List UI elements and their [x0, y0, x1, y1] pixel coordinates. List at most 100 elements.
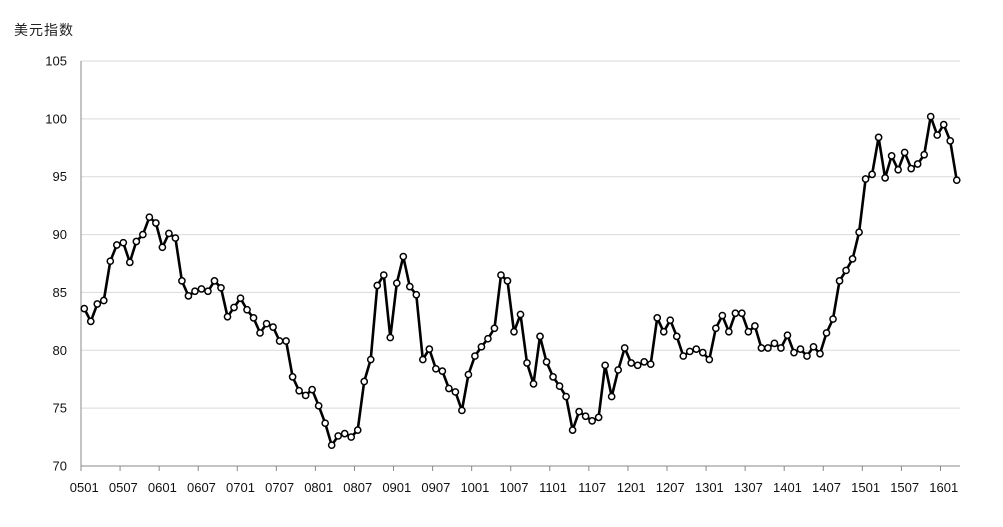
data-point	[373, 281, 382, 290]
data-point	[575, 407, 583, 416]
data-point	[412, 290, 421, 299]
x-tick-label: 1101	[539, 480, 567, 495]
data-point	[725, 327, 733, 336]
data-point	[152, 219, 160, 227]
data-point	[445, 384, 453, 393]
y-axis-title: 美元指数	[14, 23, 74, 39]
data-point	[451, 388, 460, 396]
data-point	[484, 334, 492, 343]
data-point	[125, 258, 134, 267]
data-point	[308, 385, 316, 394]
data-point	[633, 361, 642, 370]
data-point	[679, 352, 688, 360]
data-point	[607, 392, 616, 401]
data-point	[353, 426, 362, 434]
x-tick-label: 1007	[500, 480, 529, 495]
x-tick-label: 0507	[109, 480, 138, 495]
y-tick-label: 85	[53, 285, 67, 300]
data-point	[510, 327, 518, 336]
data-point	[790, 348, 798, 357]
x-tick-label: 0901	[382, 480, 411, 495]
data-point	[471, 352, 479, 360]
data-point	[738, 309, 746, 318]
x-tick-label: 1107	[578, 480, 606, 495]
data-point	[327, 441, 336, 450]
y-tick-label: 105	[45, 54, 67, 69]
data-point	[490, 324, 499, 333]
data-point	[112, 241, 121, 249]
data-point	[816, 349, 824, 358]
x-tick-label: 1501	[851, 480, 880, 495]
data-point	[223, 312, 232, 321]
data-point	[666, 316, 675, 325]
data-point	[783, 331, 792, 340]
data-point	[620, 344, 629, 352]
data-point	[685, 347, 694, 356]
data-point	[399, 252, 408, 261]
data-point	[405, 282, 414, 291]
data-point	[887, 152, 896, 160]
data-point	[418, 355, 427, 364]
x-tick-label: 0501	[70, 480, 99, 495]
y-tick-label: 90	[53, 227, 67, 242]
data-point	[99, 296, 108, 305]
data-point	[803, 352, 811, 360]
data-point	[900, 148, 909, 157]
data-point	[288, 373, 297, 381]
y-tick-label: 100	[45, 111, 67, 126]
data-point	[93, 300, 102, 308]
data-point	[672, 332, 681, 341]
x-tick-label: 0801	[304, 480, 333, 495]
data-point	[711, 324, 720, 333]
x-tick-label: 1401	[773, 480, 802, 495]
data-point	[477, 342, 486, 351]
data-point	[269, 323, 277, 331]
data-point	[829, 315, 837, 323]
data-point	[692, 345, 701, 353]
data-point	[165, 229, 173, 238]
data-point	[601, 361, 609, 370]
data-point	[386, 333, 395, 342]
data-point	[314, 401, 323, 410]
data-point	[874, 133, 883, 142]
data-point	[523, 359, 531, 367]
y-tick-label: 95	[53, 169, 67, 184]
data-point	[920, 150, 929, 159]
data-point	[822, 329, 831, 337]
data-point	[516, 310, 525, 319]
x-tick-label: 1407	[812, 480, 841, 495]
data-point	[698, 348, 707, 357]
data-point	[594, 413, 603, 422]
data-point	[646, 360, 655, 369]
data-point	[230, 303, 238, 312]
data-point	[933, 131, 942, 139]
x-tick-label: 1301	[695, 480, 724, 495]
x-tick-label: 1307	[734, 480, 763, 495]
data-point	[243, 305, 251, 314]
data-point	[197, 285, 206, 293]
data-point	[562, 392, 570, 401]
x-tick-label: 1601	[929, 480, 958, 495]
data-point	[282, 337, 290, 345]
data-point	[809, 342, 818, 351]
data-point	[653, 314, 662, 322]
data-point	[256, 329, 264, 337]
data-point	[191, 287, 199, 296]
data-point	[744, 327, 753, 336]
y-tick-label: 80	[53, 343, 67, 358]
data-point	[588, 417, 596, 425]
data-point	[770, 339, 779, 348]
data-point	[178, 277, 186, 285]
x-tick-label: 1207	[656, 480, 685, 495]
data-point	[946, 136, 955, 145]
data-point	[425, 345, 434, 353]
data-point	[848, 255, 857, 263]
data-point	[392, 279, 401, 288]
data-point	[764, 344, 772, 352]
data-point	[340, 429, 349, 438]
data-point	[321, 419, 330, 428]
data-point	[952, 176, 961, 185]
data-point	[757, 344, 766, 352]
x-tick-label: 0807	[343, 480, 372, 495]
